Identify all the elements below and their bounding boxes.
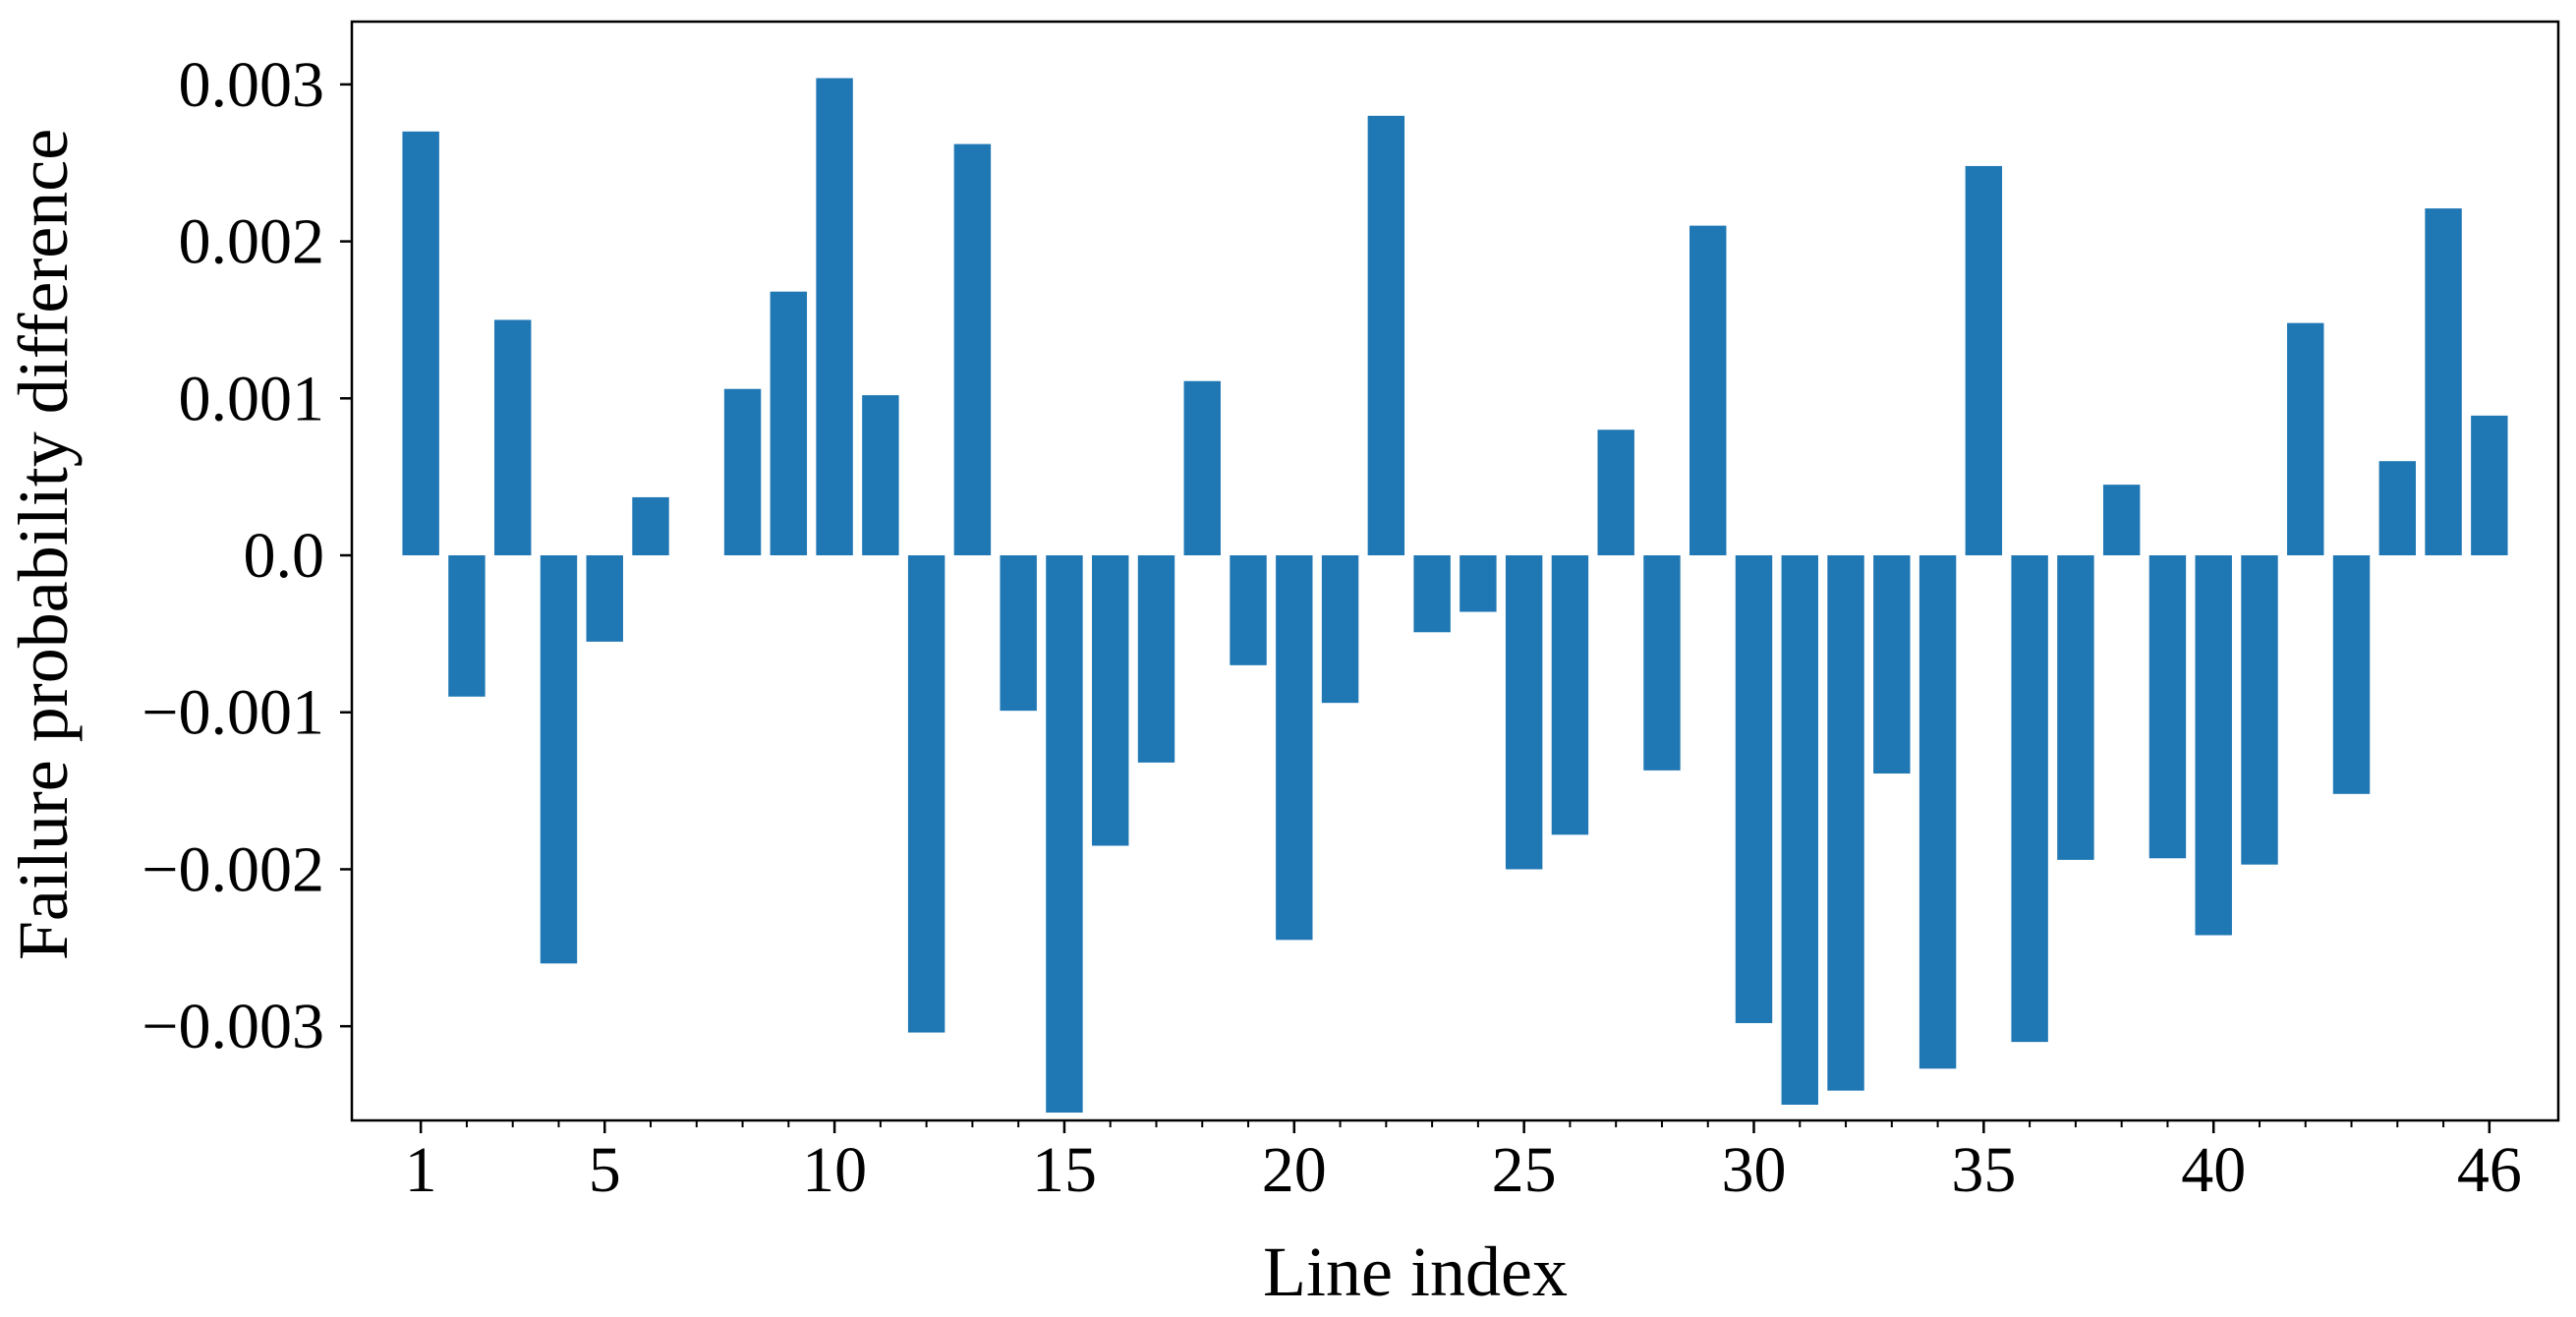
- x-axis: 1 5 10 15 20 25 30 35 40 46: [405, 1120, 2522, 1206]
- y-axis-label: Failure probability difference: [4, 129, 83, 960]
- bar-29: [1689, 225, 1727, 556]
- bar-46: [2471, 415, 2508, 556]
- bar-37: [2057, 555, 2094, 860]
- bar-34: [1918, 555, 1957, 1069]
- bar-30: [1735, 555, 1773, 1023]
- y-axis: 0.003 0.002 0.001 0.0 −0.001 −0.002 −0.003: [142, 49, 352, 1062]
- x-tick-label: 1: [405, 1134, 437, 1206]
- bar-3: [493, 319, 532, 556]
- bar-1: [402, 131, 439, 556]
- bar-21: [1321, 555, 1359, 704]
- x-tick-label: 15: [1032, 1134, 1097, 1206]
- bar-32: [1827, 555, 1864, 1091]
- bar-33: [1873, 555, 1911, 774]
- bar-36: [2011, 555, 2048, 1043]
- bar-26: [1551, 555, 1589, 835]
- bar-19: [1230, 555, 1267, 665]
- y-tick-label: 0.001: [179, 363, 325, 434]
- bar-28: [1643, 555, 1681, 771]
- x-tick-label: 10: [802, 1134, 867, 1206]
- x-axis-label: Line index: [1263, 1232, 1568, 1311]
- bar-13: [953, 143, 992, 556]
- bar-43: [2332, 555, 2371, 794]
- plot-frame: [350, 20, 2560, 1122]
- bar-10: [816, 78, 853, 556]
- bar-18: [1183, 380, 1221, 556]
- bar-9: [770, 291, 808, 556]
- bar-25: [1505, 555, 1543, 870]
- bar-42: [2287, 322, 2324, 556]
- bar-11: [862, 395, 899, 556]
- bar-38: [2102, 485, 2141, 556]
- bar-15: [1046, 555, 1083, 1114]
- bar-31: [1781, 555, 1818, 1106]
- x-tick-label: 25: [1492, 1134, 1557, 1206]
- x-tick-label: 40: [2181, 1134, 2246, 1206]
- bar-12: [907, 555, 945, 1033]
- bar-45: [2425, 208, 2462, 556]
- y-tick-label: 0.002: [179, 206, 325, 278]
- bar-14: [1000, 555, 1037, 712]
- bar-16: [1092, 555, 1129, 846]
- x-tick-label: 30: [1722, 1134, 1787, 1206]
- bar-20: [1276, 555, 1313, 941]
- bar-27: [1597, 429, 1634, 556]
- bar-2: [448, 555, 486, 697]
- bar-17: [1137, 555, 1175, 763]
- bar-4: [540, 555, 578, 964]
- bar-6: [632, 496, 669, 556]
- bar-24: [1460, 555, 1497, 612]
- bars-group: [402, 78, 2508, 1114]
- x-tick-label: 20: [1262, 1134, 1327, 1206]
- y-tick-label: 0.0: [244, 520, 325, 592]
- bar-35: [1965, 165, 2003, 556]
- y-tick-label: 0.003: [179, 49, 325, 121]
- bar-44: [2378, 461, 2417, 556]
- x-tick-label: 35: [1951, 1134, 2016, 1206]
- bar-22: [1367, 115, 1405, 556]
- bar-8: [723, 388, 762, 556]
- x-tick-label: 5: [589, 1134, 621, 1206]
- bar-39: [2148, 555, 2187, 859]
- x-tick-label: 46: [2457, 1134, 2522, 1206]
- bar-40: [2195, 555, 2232, 936]
- y-tick-label: −0.001: [142, 677, 324, 749]
- bar-23: [1413, 555, 1451, 633]
- y-tick-label: −0.003: [142, 991, 324, 1062]
- bar-41: [2241, 555, 2278, 865]
- bar-5: [586, 555, 623, 642]
- y-tick-label: −0.002: [142, 833, 324, 905]
